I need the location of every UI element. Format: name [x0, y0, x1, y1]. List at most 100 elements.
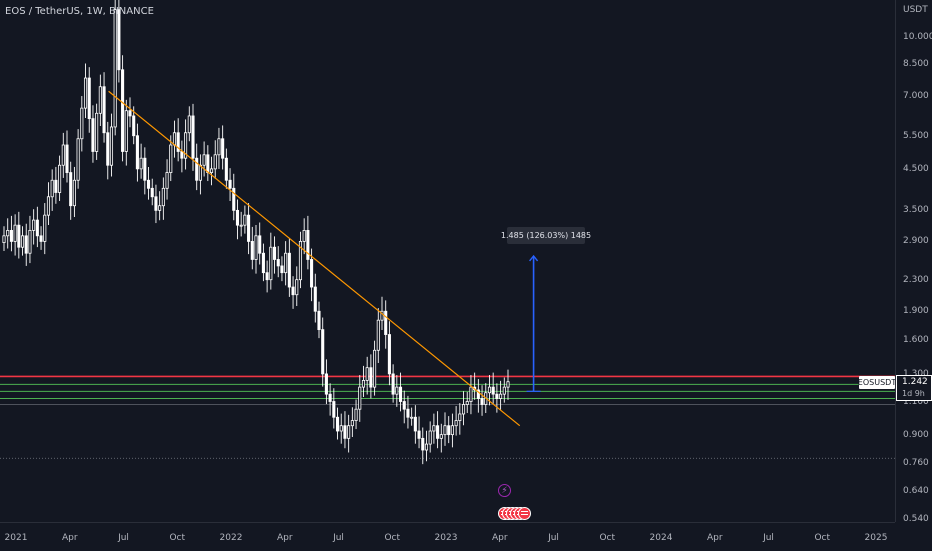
time-axis-label: Oct — [599, 533, 616, 543]
candle-body — [143, 157, 147, 181]
symbol-title[interactable]: EOS / TetherUS, 1W, BINANCE — [5, 6, 154, 17]
time-axis-label: Jul — [118, 533, 129, 543]
price-axis-label: 10.000 — [903, 32, 932, 42]
candle-body — [261, 252, 265, 274]
price-axis-label: 1.300 — [903, 368, 929, 379]
candle-body — [272, 246, 277, 260]
time-axis-label: Apr — [706, 533, 723, 543]
candle-body — [387, 334, 391, 375]
candle-body — [154, 196, 158, 211]
candle-body — [61, 144, 65, 166]
time-axis-label: Oct — [169, 533, 186, 543]
candle-body — [284, 252, 288, 274]
candle-body — [113, 9, 117, 128]
trendline — [108, 90, 521, 427]
lightning-event-icon[interactable]: ⚡ — [498, 484, 511, 497]
price-axis-label: 0.640 — [903, 485, 929, 496]
candle-body — [172, 132, 177, 146]
candle-body — [391, 373, 395, 395]
candle-body — [410, 416, 414, 419]
price-axis-label: 5.500 — [903, 130, 929, 141]
candle-body — [132, 115, 136, 137]
candle-body — [354, 408, 358, 421]
candle-body — [487, 386, 492, 394]
time-axis-label: 2021 — [4, 533, 28, 543]
candle-body — [424, 443, 429, 451]
candle-body — [254, 235, 258, 260]
time-axis[interactable]: 2021 Apr Jul Oct 2022 Apr Jul Oct 2023 Apr Jul Oct 2… — [0, 522, 895, 551]
candle-body — [454, 420, 458, 427]
candle-body — [465, 401, 469, 405]
candle-body — [280, 265, 284, 274]
price-axis[interactable]: 10.000 8.500 7.000 5.500 4.500 3.500 2.900 2.30… — [895, 0, 932, 524]
time-axis-label: Apr — [276, 533, 293, 543]
candle-body — [232, 187, 236, 211]
candle-body — [184, 132, 188, 159]
candle-body — [150, 187, 154, 198]
candle-body — [69, 172, 73, 207]
time-axis-label: 2024 — [649, 533, 673, 543]
candle-body — [380, 310, 384, 321]
candle-body — [54, 179, 58, 193]
candle-body — [373, 349, 377, 388]
candle-body — [106, 132, 110, 166]
currency-label: USDT — [903, 5, 928, 15]
candle-body — [324, 373, 328, 395]
candle-body — [343, 425, 347, 439]
candle-body — [2, 235, 6, 243]
symbol-tag: EOSUSDT — [857, 376, 895, 389]
price-axis-label: 1.900 — [903, 306, 929, 317]
candle-body — [491, 386, 495, 395]
candle-body — [321, 329, 325, 375]
candle-body — [102, 86, 106, 134]
candle-body — [146, 179, 151, 189]
us-flag-icon[interactable] — [518, 507, 531, 520]
candle-body — [98, 86, 102, 114]
candle-body — [32, 219, 36, 231]
candle-body — [139, 157, 143, 170]
chart-area[interactable]: EOS / TetherUS, 1W, BINANCE 1.485 (126.0… — [0, 0, 895, 522]
price-axis-label: 0.540 — [903, 514, 929, 524]
time-axis-label: Oct — [814, 533, 831, 543]
time-axis-label: Apr — [491, 533, 508, 543]
candle-body — [480, 398, 484, 405]
candle-body — [306, 230, 310, 260]
price-chart[interactable] — [0, 0, 895, 522]
candle-body — [395, 386, 399, 395]
candle-body — [347, 425, 351, 439]
candle-body — [413, 416, 417, 432]
candle-body — [476, 389, 480, 399]
time-axis-label: Apr — [61, 533, 78, 543]
candle-body — [9, 230, 13, 242]
price-axis-label: 2.900 — [903, 236, 929, 247]
candle-body — [72, 179, 76, 207]
candle-body — [310, 259, 314, 288]
candle-body — [458, 413, 462, 421]
candle-body — [398, 386, 403, 402]
candle-body — [209, 168, 214, 173]
price-axis-label: 7.000 — [903, 90, 929, 101]
price-axis-label: 4.500 — [903, 163, 929, 174]
price-axis-label: 0.900 — [903, 429, 929, 440]
candle-body — [165, 172, 169, 189]
candle-body — [439, 434, 443, 439]
time-axis-label: 2023 — [434, 533, 458, 543]
candle-body — [447, 425, 451, 436]
candle-body — [187, 115, 191, 134]
candle-body — [358, 386, 362, 410]
candle-body — [195, 157, 199, 181]
candle-body — [76, 138, 80, 181]
time-axis-label: Jul — [548, 533, 559, 543]
candle-body — [198, 164, 202, 181]
candle-body — [128, 110, 132, 117]
candle-body — [269, 246, 273, 281]
candle-body — [402, 401, 406, 410]
candle-body — [46, 196, 51, 216]
economic-events-flags-icon[interactable] — [498, 507, 532, 521]
candle-body — [87, 77, 91, 120]
candle-body — [239, 224, 243, 227]
candle-body — [13, 224, 17, 242]
candle-body — [369, 367, 373, 388]
candle-body — [436, 425, 440, 439]
candle-body — [176, 132, 180, 152]
